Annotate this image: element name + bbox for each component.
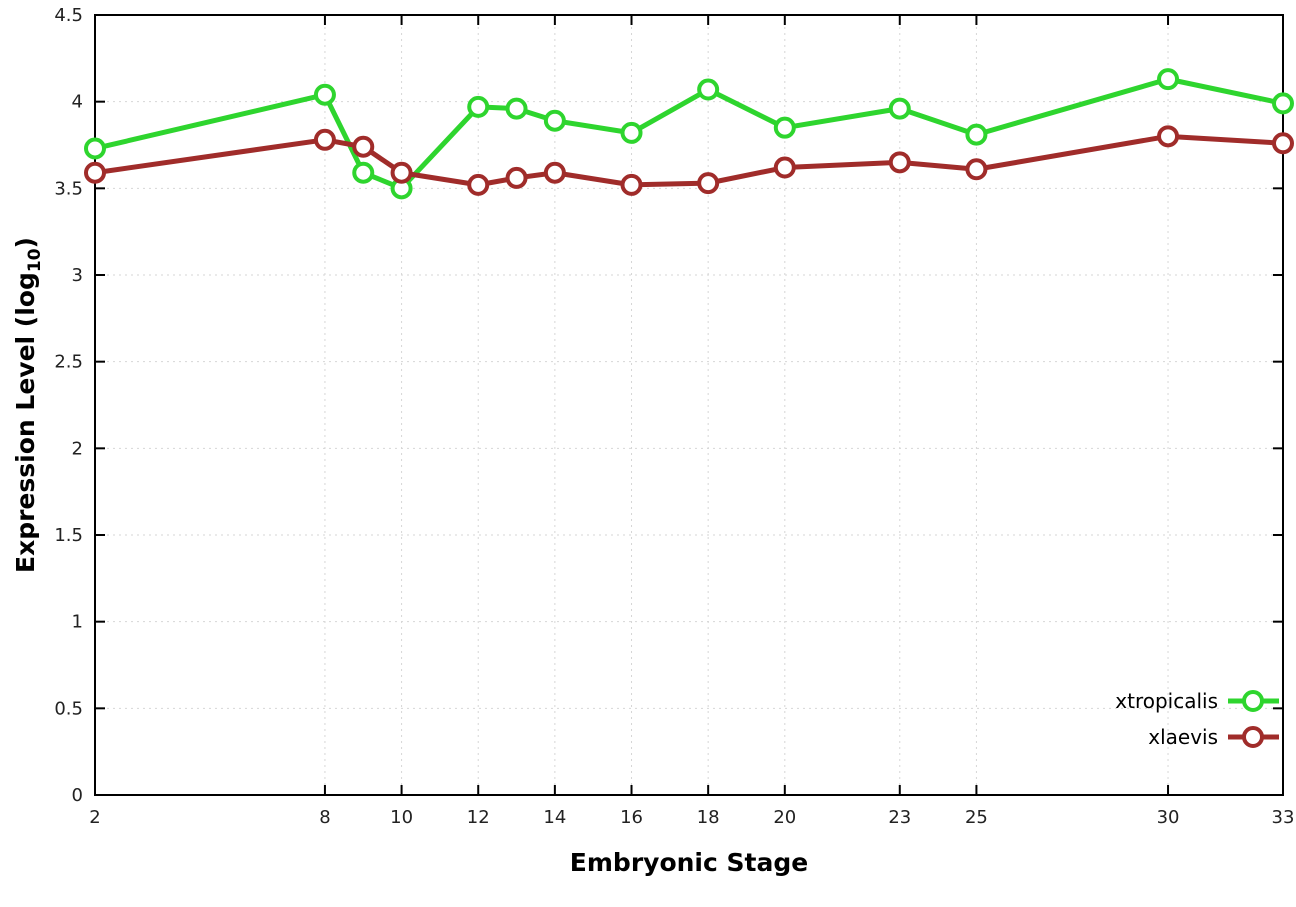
- data-point-xlaevis: [313, 128, 336, 151]
- x-tick-label: 30: [1157, 807, 1180, 828]
- data-point-xtropicalis: [467, 95, 490, 118]
- data-point-xtropicalis: [620, 121, 643, 144]
- series-line-xtropicalis: [94, 76, 1284, 191]
- x-tick-label: 8: [319, 807, 330, 828]
- y-tick-label: 1: [72, 612, 83, 633]
- data-point-xlaevis: [543, 161, 566, 184]
- data-point-xtropicalis: [84, 137, 106, 160]
- y-axis-title: Expression Level (log10): [11, 237, 45, 573]
- data-point-xtropicalis: [888, 97, 911, 120]
- legend-sample-marker-xlaevis: [1242, 726, 1264, 748]
- x-tick-label: 12: [467, 807, 490, 828]
- x-tick-label: 14: [543, 807, 566, 828]
- y-tick-label: 3.5: [54, 178, 83, 199]
- data-point-xtropicalis: [1157, 68, 1180, 91]
- x-tick-label: 16: [620, 807, 643, 828]
- data-point-xlaevis: [84, 161, 106, 184]
- x-tick-label: 25: [965, 807, 988, 828]
- data-point-xtropicalis: [505, 97, 528, 120]
- data-point-xlaevis: [352, 135, 375, 158]
- y-tick-label: 4.5: [54, 5, 83, 26]
- y-tick-label: 0: [72, 785, 83, 806]
- data-point-xtropicalis: [352, 161, 375, 184]
- data-point-xtropicalis: [543, 109, 566, 132]
- x-axis-title: Embryonic Stage: [569, 848, 809, 877]
- series-line-xlaevis: [94, 133, 1284, 188]
- plot-border: [94, 14, 1284, 796]
- data-point-xlaevis: [505, 166, 528, 189]
- y-tick-label: 4: [72, 92, 83, 113]
- data-point-xlaevis: [390, 161, 413, 184]
- x-tick-label: 10: [390, 807, 413, 828]
- data-point-xlaevis: [773, 156, 796, 179]
- legend-label-xtropicalis: xtropicalis: [1115, 689, 1218, 713]
- y-tick-label: 3: [72, 265, 83, 286]
- x-tick-label: 2: [89, 807, 100, 828]
- y-axis-title-subscript: 10: [25, 248, 45, 273]
- data-point-xlaevis: [1157, 125, 1180, 148]
- y-tick-label: 2.5: [54, 352, 83, 373]
- data-point-xlaevis: [467, 173, 490, 196]
- x-tick-label: 20: [773, 807, 796, 828]
- x-tick-label: 18: [697, 807, 720, 828]
- data-point-xlaevis: [697, 172, 720, 195]
- y-axis-title-end: ): [11, 237, 40, 249]
- data-point-xtropicalis: [697, 78, 720, 101]
- data-point-xlaevis: [1272, 132, 1294, 155]
- data-point-xtropicalis: [1272, 92, 1294, 115]
- x-tick-label: 23: [888, 807, 911, 828]
- y-axis-title-main: Expression Level (log: [11, 272, 40, 573]
- data-point-xtropicalis: [773, 116, 796, 139]
- data-point-xlaevis: [965, 158, 988, 181]
- data-point-xlaevis: [888, 151, 911, 174]
- y-tick-label: 1.5: [54, 525, 83, 546]
- legend-label-xlaevis: xlaevis: [1148, 725, 1218, 749]
- y-tick-label: 0.5: [54, 698, 83, 719]
- y-tick-label: 2: [72, 438, 83, 459]
- data-point-xtropicalis: [965, 123, 988, 146]
- data-point-xlaevis: [620, 173, 643, 196]
- x-tick-label: 33: [1272, 807, 1295, 828]
- legend-sample-marker-xtropicalis: [1242, 690, 1264, 712]
- data-point-xtropicalis: [313, 83, 336, 106]
